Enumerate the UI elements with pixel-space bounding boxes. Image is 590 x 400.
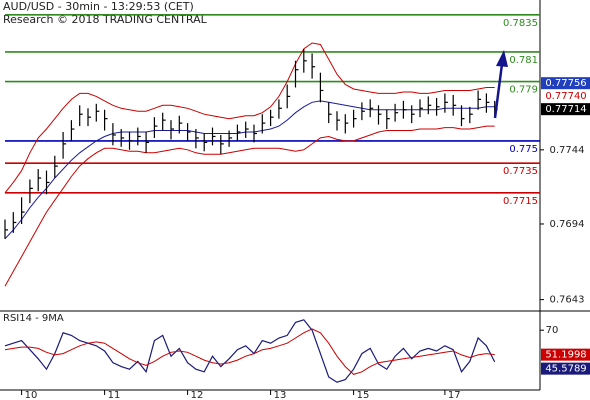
price-label-box	[541, 103, 590, 116]
level-label: 0.7835	[503, 18, 538, 29]
arrow-head	[496, 50, 508, 67]
x-tick-label: 15	[357, 390, 370, 400]
x-tick-label: 12	[191, 390, 204, 400]
x-tick-label: 13	[274, 390, 287, 400]
level-label: 0.779	[509, 85, 538, 96]
indicator-line	[4, 100, 495, 240]
value-label-box	[541, 348, 590, 361]
x-tick-label: 11	[108, 390, 121, 400]
indicator-line	[4, 42, 495, 194]
level-label: 0.781	[509, 55, 538, 66]
y-tick-label: 70	[546, 325, 559, 336]
price-label: 0.77714	[545, 104, 586, 115]
indicator-line	[4, 125, 495, 287]
rsi-title: RSI14 - 9MA	[3, 313, 64, 324]
x-tick-label: 10	[25, 390, 38, 400]
chart-subtitle: Research © 2018 TRADING CENTRAL	[3, 13, 208, 26]
level-label: 0.7715	[503, 196, 538, 207]
price-label-box	[541, 77, 590, 90]
x-tick-label: 17	[448, 390, 461, 400]
value-label: 51.1998	[545, 350, 586, 361]
level-label: 0.7735	[503, 166, 538, 177]
price-label: 0.77756	[545, 78, 586, 89]
y-tick-label: 0.7744	[550, 145, 585, 156]
value-label: 45.5789	[545, 364, 586, 375]
chart-title: AUD/USD - 30min - 13:29:53 (CET)	[3, 0, 194, 13]
y-tick-label: 0.7643	[550, 295, 585, 306]
price-label: 0.77740	[545, 91, 586, 102]
y-tick-label: 0.7694	[550, 219, 585, 230]
value-label-box	[541, 362, 590, 375]
level-label: 0.775	[509, 144, 538, 155]
indicator-line	[4, 328, 495, 375]
projection-arrow	[493, 63, 504, 119]
